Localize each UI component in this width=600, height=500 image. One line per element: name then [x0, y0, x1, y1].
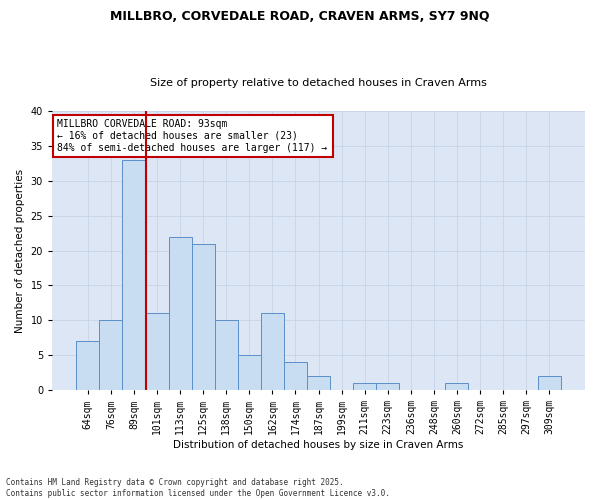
Bar — [284, 362, 307, 390]
Text: Contains HM Land Registry data © Crown copyright and database right 2025.
Contai: Contains HM Land Registry data © Crown c… — [6, 478, 390, 498]
Bar — [122, 160, 146, 390]
X-axis label: Distribution of detached houses by size in Craven Arms: Distribution of detached houses by size … — [173, 440, 464, 450]
Bar — [376, 383, 399, 390]
Bar — [353, 383, 376, 390]
Bar — [100, 320, 122, 390]
Title: Size of property relative to detached houses in Craven Arms: Size of property relative to detached ho… — [150, 78, 487, 88]
Bar — [146, 314, 169, 390]
Bar — [191, 244, 215, 390]
Text: MILLBRO CORVEDALE ROAD: 93sqm
← 16% of detached houses are smaller (23)
84% of s: MILLBRO CORVEDALE ROAD: 93sqm ← 16% of d… — [58, 120, 328, 152]
Y-axis label: Number of detached properties: Number of detached properties — [15, 168, 25, 332]
Bar — [538, 376, 561, 390]
Bar — [215, 320, 238, 390]
Bar — [445, 383, 469, 390]
Bar — [169, 236, 191, 390]
Bar — [261, 314, 284, 390]
Text: MILLBRO, CORVEDALE ROAD, CRAVEN ARMS, SY7 9NQ: MILLBRO, CORVEDALE ROAD, CRAVEN ARMS, SY… — [110, 10, 490, 23]
Bar — [76, 342, 100, 390]
Bar — [238, 356, 261, 390]
Bar — [307, 376, 330, 390]
